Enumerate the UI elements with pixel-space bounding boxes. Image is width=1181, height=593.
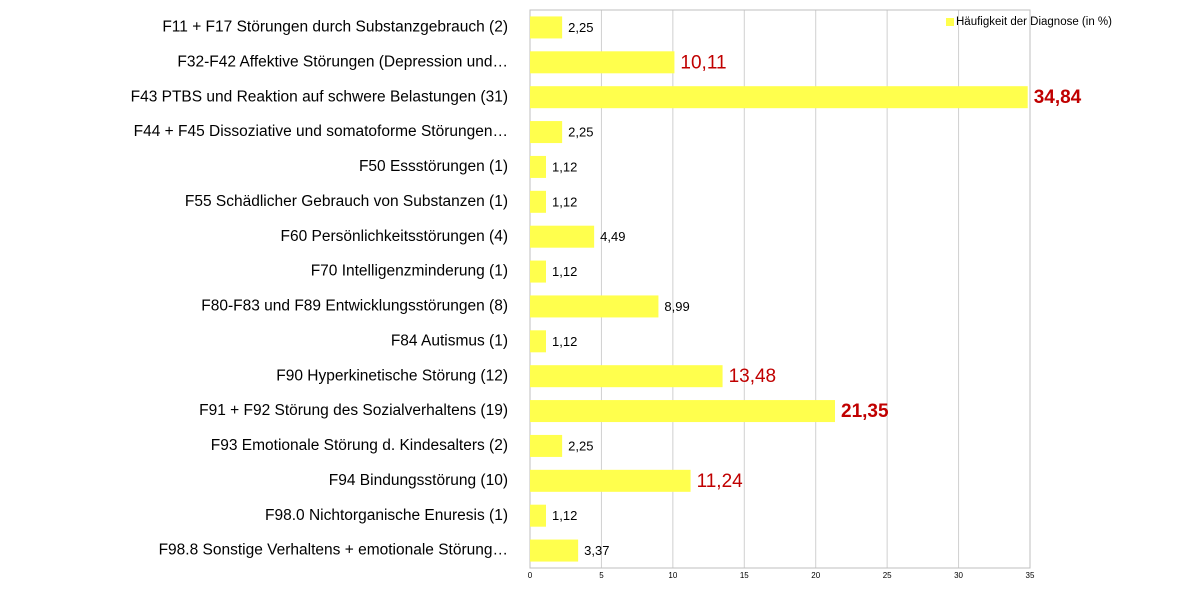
value-label: 1,12 (552, 159, 577, 174)
y-tick-label: F70 Intelligenzminderung (1) (311, 263, 508, 280)
y-tick-label: F60 Persönlichkeitsstörungen (4) (281, 228, 508, 245)
bar (530, 330, 546, 353)
x-tick-label: 35 (1026, 571, 1035, 580)
x-tick-label: 10 (668, 571, 677, 580)
bar (530, 434, 563, 457)
y-tick-label: F84 Autismus (1) (391, 332, 508, 349)
value-label: 2,25 (568, 20, 593, 35)
value-label: 1,12 (552, 264, 577, 279)
legend-swatch (946, 18, 954, 26)
x-tick-label: 5 (599, 571, 604, 580)
y-tick-label: F98.0 Nichtorganische Enuresis (1) (265, 507, 508, 524)
x-tick-label: 30 (954, 571, 963, 580)
bar (530, 400, 835, 423)
y-tick-label: F90 Hyperkinetische Störung (12) (276, 367, 508, 384)
y-tick-label: F80-F83 und F89 Entwicklungsstörungen (8… (201, 298, 508, 315)
value-label: 34,84 (1034, 87, 1082, 108)
value-label: 1,12 (552, 334, 577, 349)
value-label: 8,99 (664, 299, 689, 314)
x-tick-label: 0 (528, 571, 533, 580)
x-tick-label: 25 (883, 571, 892, 580)
y-tick-label: F91 + F92 Störung des Sozialverhaltens (… (199, 402, 508, 419)
value-label: 4,49 (600, 229, 625, 244)
value-label: 11,24 (697, 471, 744, 492)
bar (530, 365, 723, 388)
value-label: 2,25 (568, 125, 593, 140)
bar (530, 295, 659, 318)
y-tick-label: F32-F42 Affektive Störungen (Depression … (177, 53, 508, 70)
bar (530, 121, 563, 144)
bar (530, 155, 546, 178)
legend-label: Häufigkeit der Diagnose (in %) (956, 16, 1112, 28)
x-tick-label: 20 (811, 571, 820, 580)
value-label: 21,35 (841, 401, 889, 422)
bar (530, 190, 546, 213)
y-tick-label: F94 Bindungsstörung (10) (329, 472, 508, 489)
y-tick-label: F50 Essstörungen (1) (359, 158, 508, 175)
bar (530, 504, 546, 527)
y-tick-label: F98.8 Sonstige Verhaltens + emotionale S… (159, 542, 508, 559)
plot-border (529, 9, 1031, 569)
y-tick-label: F55 Schädlicher Gebrauch von Substanzen … (185, 193, 508, 210)
value-label: 10,11 (680, 52, 726, 73)
bar (530, 86, 1028, 109)
x-tick-label: 15 (740, 571, 749, 580)
bar (530, 539, 579, 562)
value-label: 13,48 (729, 366, 777, 387)
value-label: 1,12 (552, 508, 577, 523)
y-tick-label: F93 Emotionale Störung d. Kindesalters (… (211, 437, 508, 454)
bar (530, 51, 675, 74)
bar (530, 260, 546, 283)
bar (530, 469, 691, 492)
value-label: 1,12 (552, 194, 577, 209)
bar (530, 225, 595, 248)
value-label: 2,25 (568, 438, 593, 453)
y-tick-label: F44 + F45 Dissoziative und somatoforme S… (134, 123, 508, 140)
bar (530, 16, 563, 39)
y-tick-label: F43 PTBS und Reaktion auf schwere Belast… (131, 88, 508, 105)
y-tick-label: F11 + F17 Störungen durch Substanzgebrau… (162, 19, 508, 36)
value-label: 3,37 (584, 543, 609, 558)
